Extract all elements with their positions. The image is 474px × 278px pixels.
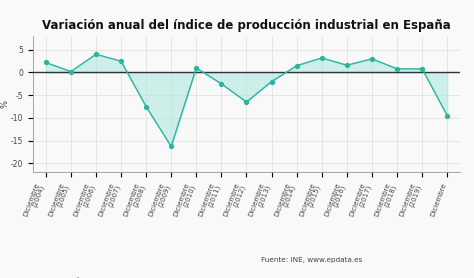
Y-axis label: %: % xyxy=(0,100,9,108)
Title: Variación anual del índice de producción industrial en España: Variación anual del índice de producción… xyxy=(42,19,451,32)
Legend: Variación de la media en lo que va de año: Variación de la media en lo que va de añ… xyxy=(37,274,206,278)
Text: Fuente: INE, www.epdata.es: Fuente: INE, www.epdata.es xyxy=(261,257,362,263)
